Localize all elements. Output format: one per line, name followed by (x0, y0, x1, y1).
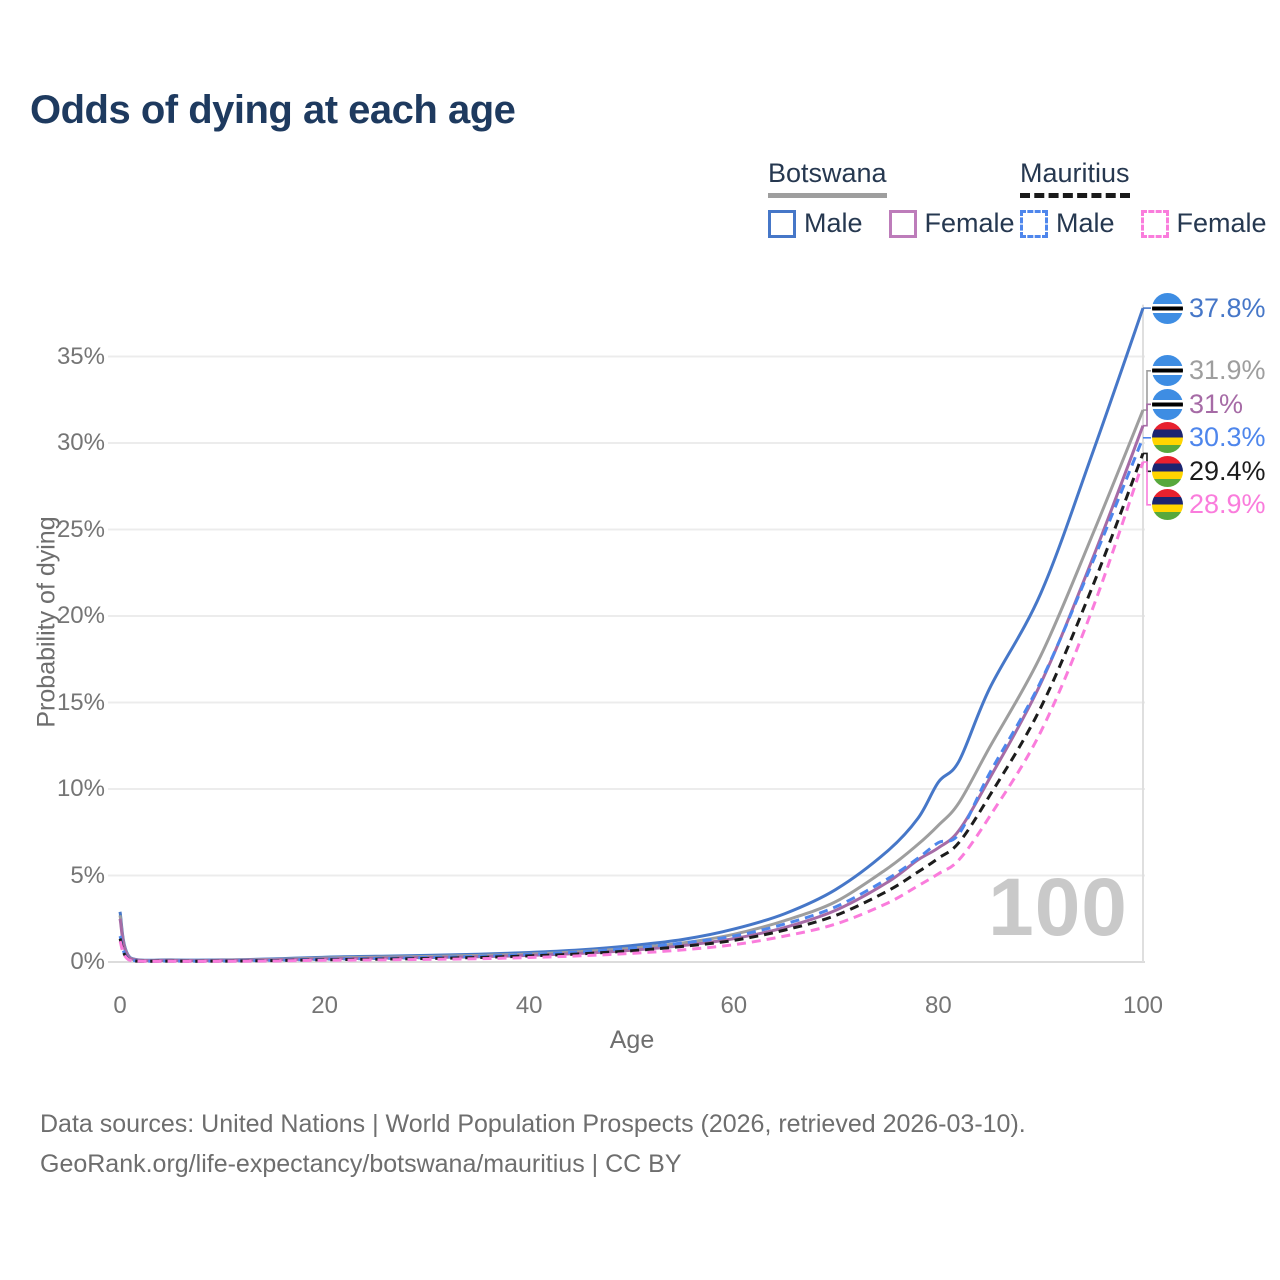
y-tick-label-30: 30% (56, 429, 105, 456)
x-tick-label-0: 0 (113, 992, 127, 1019)
end-label-botswana-male: 37.8% (1152, 291, 1266, 325)
end-label-botswana-female: 31% (1152, 387, 1243, 421)
y-tick-label-25: 25% (56, 515, 105, 543)
legend-checkbox-mauritius-male[interactable] (1020, 209, 1048, 238)
end-label-value: 28.9% (1189, 489, 1266, 520)
legend-checkbox-botswana-male[interactable] (768, 209, 796, 238)
legend-header-mauritius: Mauritius (1020, 158, 1130, 198)
end-label-connector (1143, 403, 1151, 427)
y-tick-label-35: 35% (56, 342, 105, 370)
mauritius-flag-icon (1152, 489, 1183, 521)
y-tick-label-20: 20% (56, 602, 105, 629)
legend-label-botswana-male[interactable]: Male (804, 208, 863, 238)
plot-watermark: 100 (988, 862, 1128, 953)
footer-data-sources: Data sources: United Nations | World Pop… (40, 1110, 1026, 1138)
y-tick-label-15: 15% (56, 688, 105, 716)
end-label-value: 30.3% (1189, 422, 1266, 453)
x-tick-label-40: 40 (515, 992, 543, 1019)
chart-title: Odds of dying at each age (30, 88, 516, 132)
y-tick-label-10: 10% (56, 775, 105, 802)
end-label-connector (1143, 370, 1151, 411)
end-label-value: 31% (1189, 388, 1244, 419)
mauritius-flag-icon (1152, 422, 1183, 454)
x-tick-label-100: 100 (1122, 992, 1164, 1019)
series-line-mauritius-female (118, 461, 1145, 963)
end-label-value: 29.4% (1189, 455, 1266, 486)
legend-group-mauritius: Mauritius Male Female (1020, 158, 1280, 239)
x-tick-label-80: 80 (925, 992, 952, 1019)
botswana-flag-icon (1152, 388, 1183, 420)
end-label-mauritius-both: 29.4% (1152, 454, 1266, 488)
end-label-mauritius-female: 28.9% (1152, 488, 1266, 522)
legend-checkbox-botswana-female[interactable] (888, 209, 917, 238)
y-tick-label-5: 5% (70, 861, 105, 889)
x-axis-title: Age (609, 1026, 655, 1054)
legend-label-botswana-female[interactable]: Female (924, 208, 1015, 238)
legend-label-mauritius-male[interactable]: Male (1056, 208, 1115, 238)
botswana-flag-icon (1152, 292, 1183, 324)
x-tick-label-60: 60 (720, 992, 748, 1019)
botswana-flag-icon (1152, 355, 1183, 387)
end-label-value: 31.9% (1189, 355, 1266, 386)
end-label-mauritius-male: 30.3% (1152, 421, 1266, 455)
legend-header-botswana: Botswana (768, 158, 887, 198)
plot-area (108, 304, 1151, 963)
footer-attribution: GeoRank.org/life-expectancy/botswana/mau… (40, 1150, 682, 1178)
legend-label-mauritius-female[interactable]: Female (1176, 208, 1267, 238)
end-label-value: 37.8% (1189, 292, 1266, 323)
end-label-connector (1143, 461, 1151, 506)
end-label-botswana-both: 31.9% (1152, 354, 1266, 388)
mauritius-flag-icon (1152, 455, 1183, 487)
x-tick-label-20: 20 (311, 992, 338, 1019)
legend-checkbox-mauritius-female[interactable] (1140, 209, 1169, 238)
y-tick-label-0: 0% (70, 948, 105, 975)
legend-group-botswana: Botswana Male Female (768, 158, 1033, 239)
